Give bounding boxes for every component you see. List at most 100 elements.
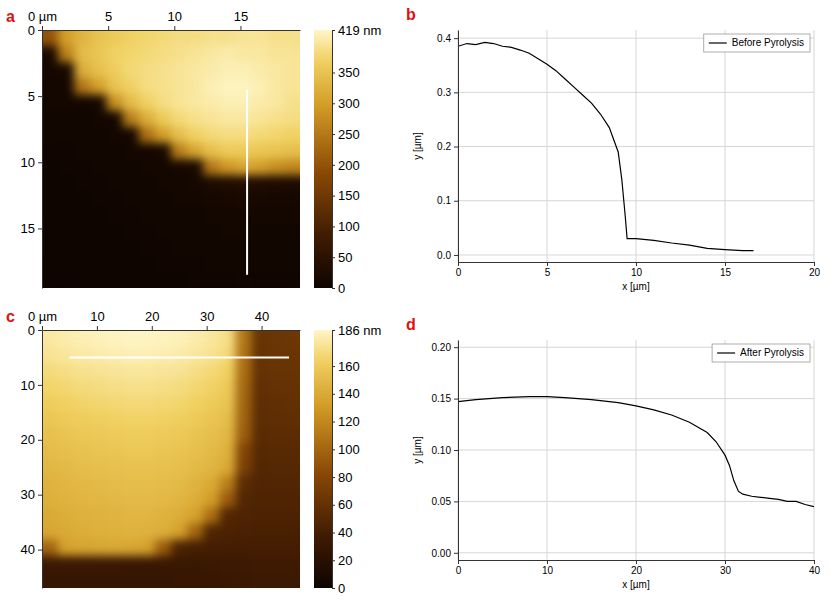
cell [171,556,188,573]
colorbar-tick: 0 [332,281,345,296]
x-tick-mark [97,326,98,330]
cell [268,272,285,288]
x-tick-label: 20 [809,267,821,278]
cell [203,346,220,363]
cell [268,395,285,412]
cell [268,524,285,541]
colorbar-tick-label: 0 [338,281,345,296]
x-tick-mark [458,262,459,266]
cell [284,411,300,428]
cell [155,240,172,257]
cell [268,507,285,524]
cell [155,395,172,412]
colorbar-tick-mark [332,226,335,227]
cell [171,330,188,347]
cell [155,524,172,541]
cell [236,362,253,379]
cell [187,30,204,47]
cell [107,111,124,128]
cell [268,427,285,444]
cell [171,207,188,224]
cell [187,62,204,79]
cell [90,378,107,395]
cell [74,256,91,273]
cell [236,46,253,63]
cell [74,459,91,476]
cell [42,427,59,444]
cell [123,572,140,588]
cell [252,240,269,257]
cell [107,127,124,144]
cell [90,362,107,379]
x-tick-label: 10 [631,267,643,278]
colorbar-tick-mark [332,533,335,534]
cell [107,378,124,395]
colorbar-tick-label: 160 [338,359,360,374]
cell [58,127,75,144]
cell [107,572,124,588]
cell [203,207,220,224]
cell [90,175,107,192]
cell [90,78,107,95]
cell [284,491,300,508]
cell [58,507,75,524]
colorbar-tick: 250 [332,127,360,142]
cell [171,30,188,47]
cell [219,395,236,412]
colorbar-tick: 160 [332,359,360,374]
cell [155,175,172,192]
y-tick: 0.0 [437,250,458,261]
cell [123,346,140,363]
cell [284,256,300,273]
colorbar-tick-mark [332,366,335,367]
cell [90,62,107,79]
y-tick-mark [454,399,458,400]
cell [203,159,220,176]
colorbar-tick: 50 [332,250,352,265]
colorbar-axis: 050100150200250300350419 nm [332,23,381,296]
x-tick-label: 40 [255,309,269,324]
cell [252,346,269,363]
cell [219,330,236,347]
cell [74,378,91,395]
cell [203,78,220,95]
cell [203,362,220,379]
y-tick-label: 0.00 [432,548,452,559]
cell [107,159,124,176]
cell [268,443,285,460]
y-tick-mark [454,347,458,348]
cell [284,143,300,160]
cell [90,330,107,347]
cell [268,62,285,79]
cell [187,175,204,192]
panel-label: d [406,316,416,333]
x-tick-label: 20 [631,565,643,576]
cell [139,395,156,412]
colorbar-tick-label: 200 [338,158,360,173]
cell [268,191,285,208]
cell [155,427,172,444]
cell [187,224,204,241]
cell [236,175,253,192]
cell [74,191,91,208]
cell [284,159,300,176]
cell [252,491,269,508]
cell [139,95,156,112]
cell [219,224,236,241]
cell [268,459,285,476]
x-tick-mark [174,26,175,30]
cell [58,443,75,460]
colorbar-tick-label: 350 [338,65,360,80]
cell [171,411,188,428]
grid [458,340,814,560]
cell [74,556,91,573]
cell [236,240,253,257]
cell [107,556,124,573]
cell [236,95,253,112]
cell [171,46,188,63]
y-tick-label: 0 [28,323,35,338]
cell [42,256,59,273]
cell [236,143,253,160]
cell [203,143,220,160]
height-map [42,330,300,588]
